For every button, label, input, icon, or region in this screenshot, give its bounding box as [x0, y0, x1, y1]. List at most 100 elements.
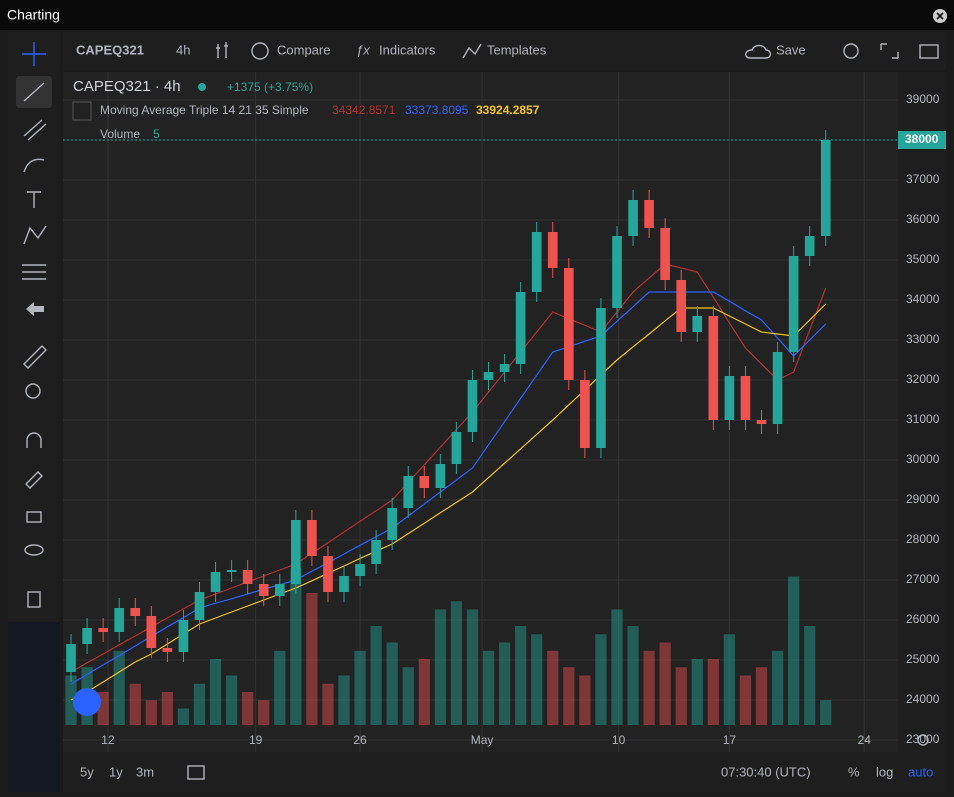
prediction-tool[interactable]: [22, 264, 46, 280]
volume-bar: [643, 650, 655, 725]
symbol-button[interactable]: CAPEQ321: [76, 42, 144, 57]
range-button[interactable]: 1y: [109, 764, 123, 779]
volume-bar: [595, 634, 607, 725]
volume-bar: [531, 634, 543, 725]
candle-body: [258, 584, 269, 596]
candle-body: [339, 576, 349, 592]
chart-type-button[interactable]: [216, 42, 228, 58]
volume-bar: [242, 692, 254, 725]
candle-body: [162, 648, 173, 652]
volume-bar: [65, 675, 77, 725]
volume-bar: [386, 642, 398, 725]
trend-tool[interactable]: [23, 82, 45, 102]
candle-body: [724, 376, 735, 420]
candle-body: [146, 616, 157, 648]
candle-body: [804, 236, 815, 256]
top-toolbar: [63, 32, 946, 70]
candle-body: [740, 376, 751, 420]
brush-tool[interactable]: [23, 158, 45, 173]
volume-bar: [354, 650, 366, 725]
save-button[interactable]: Save: [776, 42, 806, 57]
volume-bar: [498, 642, 511, 725]
settings-button[interactable]: [843, 43, 859, 59]
date-range-button[interactable]: [187, 765, 205, 780]
y-tick-label: 26000: [906, 612, 940, 626]
volume-bar: [402, 667, 414, 725]
lock-draw-tool[interactable]: [25, 471, 43, 489]
ma-value: 34342.8571: [332, 103, 396, 117]
volume-value: 5: [153, 127, 160, 141]
candle-body: [210, 572, 221, 592]
left-toolbar-empty: [8, 622, 60, 792]
auto-button[interactable]: auto: [908, 764, 933, 779]
lock-tool[interactable]: [26, 511, 42, 523]
volume-bar: [804, 626, 816, 725]
ruler-tool[interactable]: [23, 345, 47, 369]
ma-value: 33924.2857: [476, 103, 540, 117]
collapse-button[interactable]: [72, 101, 92, 121]
candle-body: [772, 352, 783, 424]
compare-icon: [251, 42, 269, 60]
candle-body: [676, 280, 687, 332]
candle-body: [226, 570, 237, 572]
templates-button[interactable]: Templates: [487, 42, 547, 57]
candle-body: [531, 232, 542, 292]
x-tick-label: 19: [249, 733, 263, 747]
candle-body: [644, 200, 654, 228]
volume-bar: [466, 609, 479, 725]
volume-bar: [450, 601, 463, 725]
candle-body: [387, 508, 397, 540]
logo[interactable]: [73, 688, 101, 716]
magnet-tool[interactable]: [26, 432, 42, 448]
range-button[interactable]: 5y: [80, 764, 94, 779]
y-tick-label: 28000: [906, 532, 940, 546]
volume-bar: [579, 675, 591, 725]
candle-body: [82, 628, 92, 644]
candle-body: [788, 256, 799, 352]
candle-body: [660, 228, 670, 280]
volume-bar: [659, 642, 671, 725]
compare-button[interactable]: Compare: [277, 42, 330, 57]
volume-bar: [820, 700, 832, 725]
log-button[interactable]: log: [876, 764, 893, 779]
x-tick-label: May: [471, 733, 494, 747]
indicators-icon: ƒx: [356, 42, 370, 57]
fullscreen-button[interactable]: [880, 43, 899, 59]
y-tick-label: 30000: [906, 452, 940, 466]
candle-body: [628, 200, 638, 236]
last-price-label: 38000: [905, 132, 939, 146]
x-tick-label: 12: [101, 733, 115, 747]
eye-tool[interactable]: [24, 544, 44, 556]
volume-bar: [97, 692, 109, 725]
candle-body: [371, 540, 381, 564]
y-tick-label: 25000: [906, 652, 940, 666]
candle-body: [596, 308, 606, 448]
zoom-tool[interactable]: [25, 383, 41, 399]
window-title: Charting: [7, 7, 60, 23]
fib-tool[interactable]: [23, 119, 47, 141]
indicators-button[interactable]: Indicators: [379, 42, 436, 57]
axis-settings[interactable]: [917, 734, 929, 746]
volume-bar: [691, 659, 703, 725]
interval-button[interactable]: 4h: [176, 42, 190, 57]
y-tick-label: 29000: [906, 492, 940, 506]
candle-body: [98, 628, 108, 632]
pattern-tool[interactable]: [23, 225, 47, 245]
y-tick-label: 37000: [906, 172, 940, 186]
range-button[interactable]: 3m: [136, 764, 154, 779]
trash-tool[interactable]: [27, 591, 41, 608]
text-tool[interactable]: [27, 191, 41, 208]
volume-bar: [193, 683, 206, 725]
screenshot-button[interactable]: [919, 44, 939, 59]
percent-button[interactable]: %: [848, 764, 860, 779]
candle-body: [564, 268, 574, 380]
volume-bar: [675, 667, 687, 725]
volume-bar: [258, 700, 270, 725]
back-tool[interactable]: [26, 302, 44, 316]
volume-bar: [515, 626, 527, 725]
legend-symbol: CAPEQ321 · 4h: [73, 78, 181, 95]
crosshair-tool[interactable]: [22, 42, 46, 66]
volume-bar: [739, 675, 752, 725]
volume-bar: [755, 667, 768, 725]
y-tick-label: 39000: [906, 92, 940, 106]
